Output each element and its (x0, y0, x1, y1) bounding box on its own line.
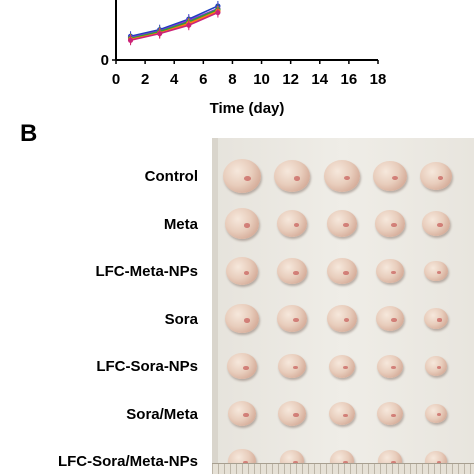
group-label: LFC-Sora-NPs (96, 358, 198, 375)
tumor-specimen (424, 403, 448, 424)
tumor-specimen (277, 257, 307, 285)
tumor-specimen (376, 258, 404, 284)
tumor-specimen (273, 159, 311, 193)
x-tick-label: 4 (170, 71, 179, 88)
chart-ticks: 0 2 4 6 8 10 12 14 16 18 0 (101, 52, 387, 88)
tumor-specimen (224, 208, 260, 239)
group-label: Sora/Meta (126, 405, 198, 423)
series-line (130, 8, 219, 40)
x-tick-label: 6 (199, 71, 207, 88)
tumor-specimen (276, 209, 308, 238)
tumor-specimen (278, 353, 306, 379)
tumor-specimen (424, 260, 448, 282)
tumor-specimen (423, 307, 449, 330)
x-tick-label: 8 (228, 71, 236, 88)
group-label: LFC-Sora/Meta-NPs (57, 453, 198, 470)
tumor-specimen (225, 303, 259, 334)
tumor-specimen (277, 400, 307, 427)
tumor-photograph (212, 138, 474, 474)
tumor-specimen (375, 210, 405, 237)
series-line (130, 11, 219, 42)
tumor-specimen (327, 257, 357, 285)
tumor-specimen (324, 160, 360, 192)
data-point (157, 31, 163, 37)
data-point (215, 9, 221, 16)
tumor-specimen (377, 354, 403, 378)
panel-b-letter: B (20, 120, 38, 147)
series-line (130, 5, 219, 38)
growth-curve-chart: 0 2 4 6 8 10 12 14 16 18 0 Time (day) (101, 0, 387, 117)
x-tick-label: 14 (311, 71, 328, 88)
x-tick-label: 2 (141, 71, 149, 88)
tumor-specimen (277, 305, 307, 332)
x-tick-label: 0 (112, 71, 120, 88)
x-axis-label: Time (day) (210, 100, 285, 117)
ruler (212, 463, 474, 474)
x-tick-label: 10 (253, 71, 270, 88)
tumor-specimen (329, 402, 355, 425)
tumor-specimen (227, 352, 257, 380)
group-label: Meta (163, 215, 198, 233)
chart-series (127, 0, 221, 46)
tumor-specimen (226, 256, 258, 286)
group-label: Sora (164, 310, 198, 328)
tumor-specimen (329, 354, 355, 378)
tumor-specimen (420, 161, 452, 191)
tumor-specimen (327, 210, 357, 237)
chart-axes (115, 0, 378, 61)
x-tick-label: 18 (370, 71, 387, 88)
data-point (186, 22, 192, 28)
tumor-specimen (223, 159, 261, 193)
tumor-specimen (372, 160, 408, 192)
data-point (127, 37, 134, 43)
tumor-specimen (377, 402, 403, 425)
x-tick-label: 12 (282, 71, 299, 88)
group-label: Control (144, 168, 198, 185)
tumor-specimen (424, 356, 448, 376)
y-tick-label: 0 (101, 52, 109, 69)
tumor-specimen (375, 305, 405, 332)
group-label: LFC-Meta-NPs (95, 263, 198, 280)
x-tick-label: 16 (341, 71, 358, 88)
photo-edge (212, 138, 218, 474)
tumor-specimen (227, 400, 257, 427)
tumor-specimen (326, 304, 358, 333)
tumor-specimen (421, 210, 451, 237)
